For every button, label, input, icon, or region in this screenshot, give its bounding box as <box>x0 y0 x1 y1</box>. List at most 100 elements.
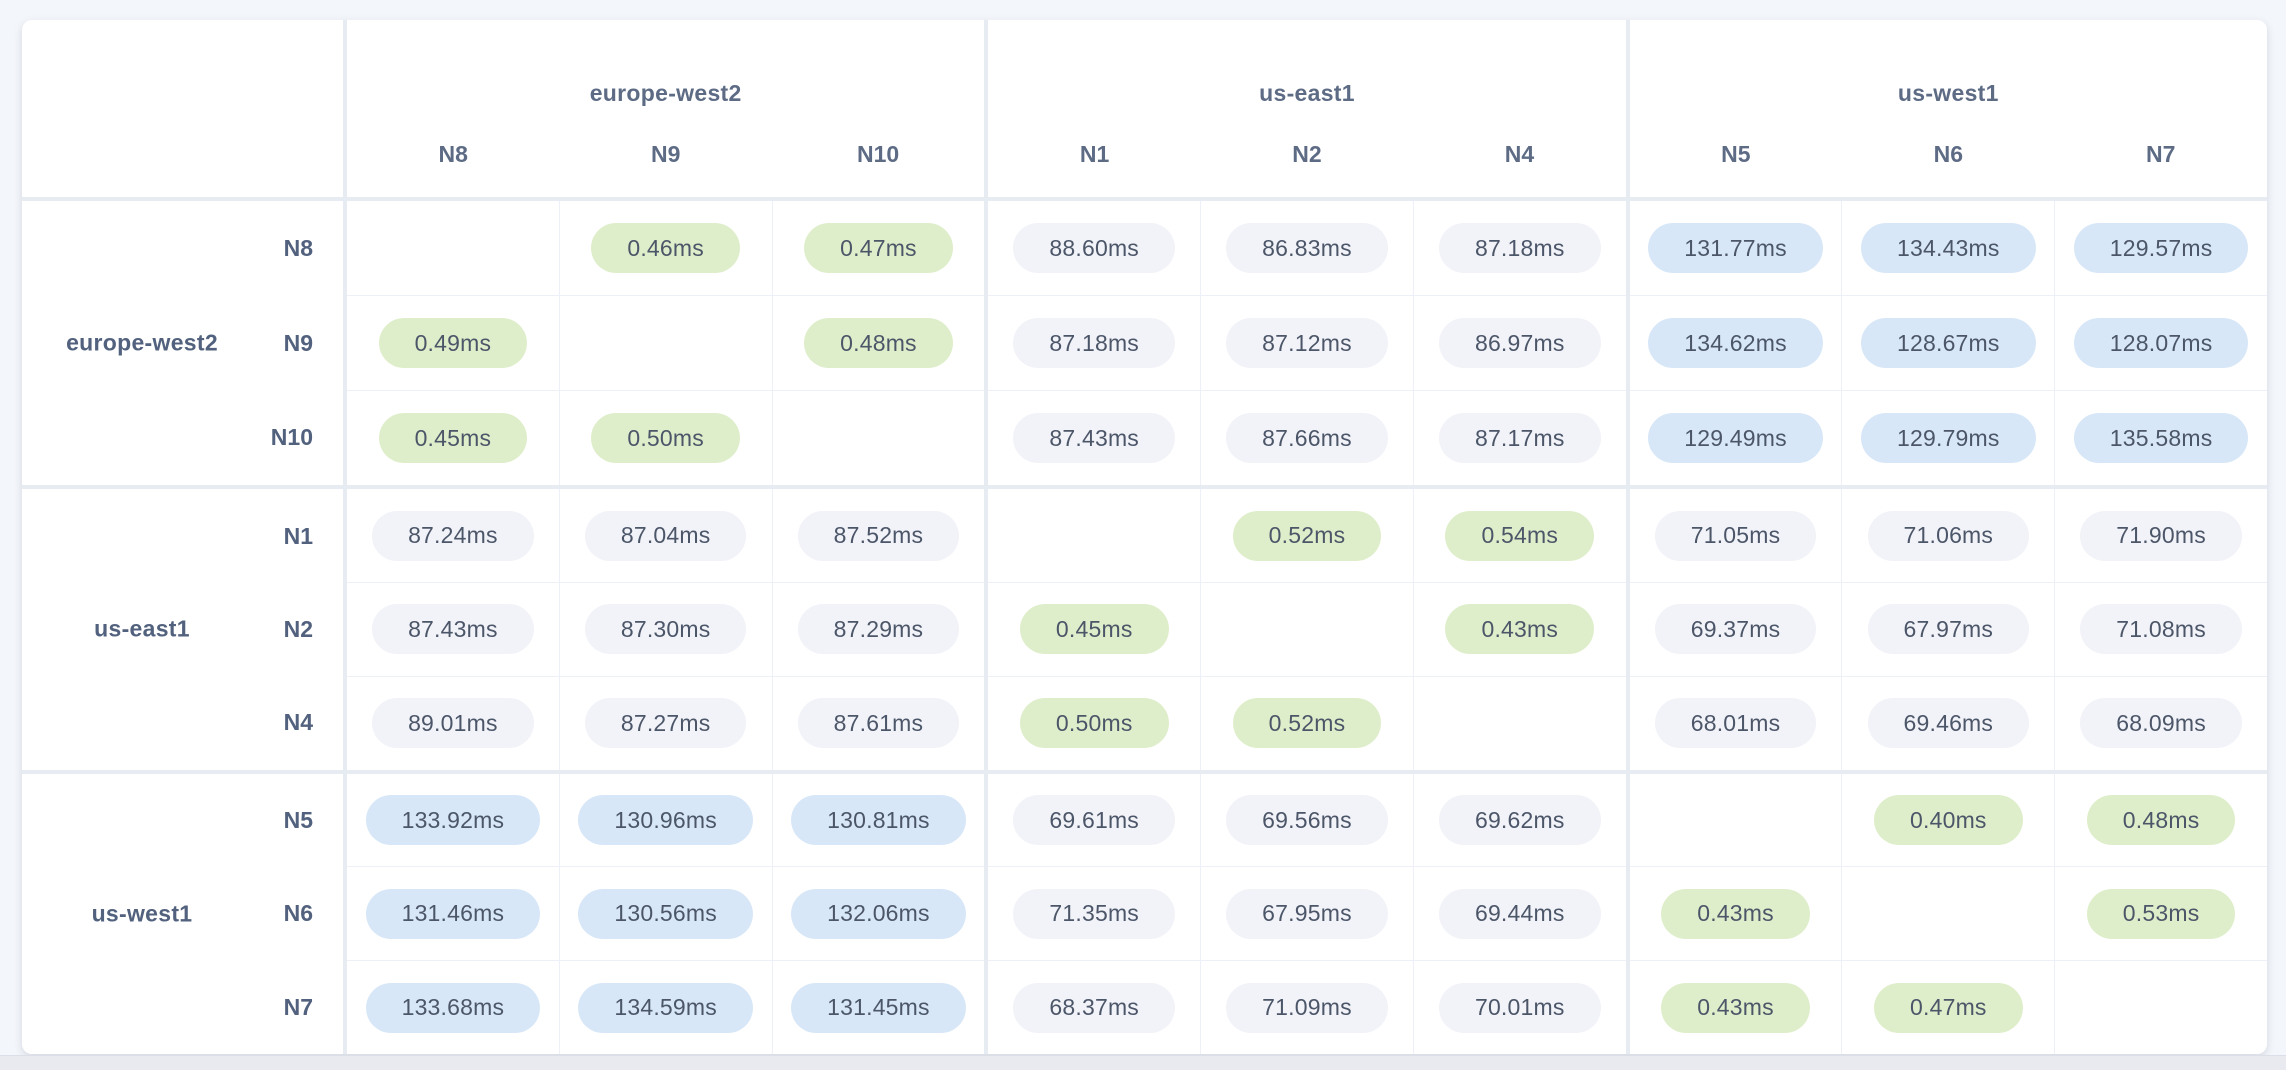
latency-pill[interactable]: 67.95ms <box>1226 888 1388 939</box>
latency-cell: 87.43ms <box>347 583 559 676</box>
latency-pill[interactable]: 0.40ms <box>1874 795 2023 846</box>
latency-pill[interactable]: 0.49ms <box>378 318 528 369</box>
latency-pill[interactable]: 130.56ms <box>578 888 753 939</box>
latency-pill[interactable]: 69.37ms <box>1654 604 1817 655</box>
latency-pill[interactable]: 68.09ms <box>2080 698 2242 749</box>
latency-pill[interactable]: 0.50ms <box>591 413 740 464</box>
latency-cell: 71.09ms <box>1201 961 1413 1054</box>
latency-pill[interactable]: 87.30ms <box>584 604 747 655</box>
column-group-header-us-west1: us-west1 N5 N6 N7 <box>1625 20 2267 201</box>
latency-pill[interactable]: 0.53ms <box>2086 888 2236 939</box>
latency-pill[interactable]: 0.45ms <box>1019 604 1169 655</box>
latency-pill[interactable]: 134.62ms <box>1648 318 1823 369</box>
row-node-labels: N8 N9 N10 <box>271 201 313 485</box>
latency-pill[interactable]: 87.27ms <box>584 698 747 749</box>
latency-pill[interactable]: 87.04ms <box>584 510 747 561</box>
latency-pill[interactable]: 87.61ms <box>797 698 960 749</box>
latency-pill[interactable]: 135.58ms <box>2073 413 2249 464</box>
latency-pill[interactable]: 134.59ms <box>578 982 753 1033</box>
latency-pill[interactable]: 71.08ms <box>2080 604 2242 655</box>
latency-pill[interactable]: 87.18ms <box>1438 223 1601 274</box>
latency-pill[interactable]: 0.46ms <box>591 223 740 274</box>
latency-pill[interactable]: 87.52ms <box>797 510 960 561</box>
latency-cell: 71.90ms <box>2055 489 2267 583</box>
latency-pill[interactable]: 0.47ms <box>1874 982 2023 1033</box>
latency-pill[interactable]: 71.05ms <box>1654 510 1817 561</box>
latency-pill[interactable]: 69.62ms <box>1438 795 1601 846</box>
latency-pill[interactable]: 89.01ms <box>372 698 534 749</box>
latency-pill[interactable]: 0.52ms <box>1232 698 1382 749</box>
latency-cell: 133.92ms <box>347 773 559 867</box>
latency-pill[interactable]: 129.57ms <box>2073 223 2249 274</box>
latency-pill[interactable]: 134.43ms <box>1861 223 2036 274</box>
matrix-block-eu-to-uswest: 131.77ms 134.43ms 129.57ms 134.62ms 128.67ms… <box>1625 201 2267 486</box>
latency-pill[interactable]: 128.07ms <box>2073 318 2249 369</box>
latency-pill[interactable]: 87.24ms <box>372 510 534 561</box>
latency-cell <box>1629 773 1842 867</box>
latency-cell: 68.37ms <box>988 961 1201 1054</box>
latency-cell: 87.24ms <box>347 489 559 583</box>
latency-pill[interactable]: 69.61ms <box>1013 795 1176 846</box>
latency-cell: 88.60ms <box>988 201 1201 296</box>
latency-pill[interactable]: 69.44ms <box>1438 888 1601 939</box>
latency-pill[interactable]: 71.35ms <box>1013 888 1176 939</box>
latency-pill[interactable]: 86.97ms <box>1438 318 1601 369</box>
latency-pill[interactable]: 129.49ms <box>1648 413 1823 464</box>
latency-pill[interactable]: 0.43ms <box>1445 604 1595 655</box>
matrix-block-useast-to-eu: 87.24ms 87.04ms 87.52ms 87.43ms 87.30ms 87.29… <box>343 485 985 770</box>
latency-pill[interactable]: 130.81ms <box>791 795 966 846</box>
latency-pill[interactable]: 87.66ms <box>1226 413 1388 464</box>
latency-pill[interactable]: 133.92ms <box>365 795 541 846</box>
latency-pill[interactable]: 132.06ms <box>791 888 966 939</box>
latency-pill[interactable]: 131.77ms <box>1648 223 1823 274</box>
latency-cell: 69.61ms <box>988 773 1201 867</box>
matrix-block-useast-to-uswest: 71.05ms 71.06ms 71.90ms 69.37ms 67.97ms 71.08… <box>1625 485 2267 770</box>
latency-cell: 0.49ms <box>347 296 559 391</box>
latency-cell: 133.68ms <box>347 961 559 1054</box>
latency-pill[interactable]: 0.54ms <box>1445 510 1595 561</box>
latency-pill[interactable]: 128.67ms <box>1861 318 2036 369</box>
latency-pill[interactable]: 71.09ms <box>1226 982 1388 1033</box>
latency-pill[interactable]: 0.52ms <box>1232 510 1382 561</box>
latency-cell: 87.04ms <box>559 489 772 583</box>
latency-matrix-card: europe-west2 N8 N9 N10 us-east1 N1 N2 N4… <box>22 20 2267 1054</box>
latency-cell: 67.95ms <box>1201 867 1413 961</box>
latency-pill[interactable]: 69.46ms <box>1867 698 2030 749</box>
latency-pill[interactable]: 68.01ms <box>1654 698 1817 749</box>
latency-cell: 130.81ms <box>772 773 985 867</box>
latency-cell: 131.46ms <box>347 867 559 961</box>
latency-pill[interactable]: 131.45ms <box>791 982 966 1033</box>
latency-pill[interactable]: 71.90ms <box>2080 510 2242 561</box>
latency-pill[interactable]: 0.48ms <box>2086 795 2236 846</box>
latency-pill[interactable]: 68.37ms <box>1013 982 1176 1033</box>
column-node-label: N8 <box>438 141 468 167</box>
latency-cell: 71.35ms <box>988 867 1201 961</box>
latency-pill[interactable]: 69.56ms <box>1226 795 1388 846</box>
latency-cell: 0.52ms <box>1201 489 1413 583</box>
latency-pill[interactable]: 87.43ms <box>372 604 534 655</box>
latency-pill[interactable]: 129.79ms <box>1861 413 2036 464</box>
latency-cell: 87.52ms <box>772 489 985 583</box>
latency-pill[interactable]: 88.60ms <box>1013 223 1176 274</box>
latency-pill[interactable]: 87.43ms <box>1013 413 1176 464</box>
column-node-label: N9 <box>650 141 681 167</box>
latency-pill[interactable]: 0.43ms <box>1661 888 1810 939</box>
latency-pill[interactable]: 87.18ms <box>1013 318 1176 369</box>
row-group-label-us-east1: us-east1 N1 N2 N4 <box>22 485 343 770</box>
latency-cell: 0.46ms <box>559 201 772 296</box>
latency-pill[interactable]: 87.29ms <box>797 604 960 655</box>
latency-pill[interactable]: 131.46ms <box>365 888 541 939</box>
latency-pill[interactable]: 0.48ms <box>804 318 953 369</box>
latency-pill[interactable]: 70.01ms <box>1438 982 1601 1033</box>
latency-pill[interactable]: 87.12ms <box>1226 318 1388 369</box>
latency-pill[interactable]: 86.83ms <box>1226 223 1388 274</box>
latency-pill[interactable]: 0.43ms <box>1661 982 1810 1033</box>
latency-pill[interactable]: 87.17ms <box>1438 413 1601 464</box>
latency-pill[interactable]: 0.47ms <box>804 223 953 274</box>
latency-pill[interactable]: 133.68ms <box>365 982 541 1033</box>
latency-pill[interactable]: 0.50ms <box>1019 698 1169 749</box>
latency-pill[interactable]: 0.45ms <box>378 413 528 464</box>
latency-pill[interactable]: 130.96ms <box>578 795 753 846</box>
latency-pill[interactable]: 67.97ms <box>1867 604 2030 655</box>
latency-pill[interactable]: 71.06ms <box>1867 510 2030 561</box>
